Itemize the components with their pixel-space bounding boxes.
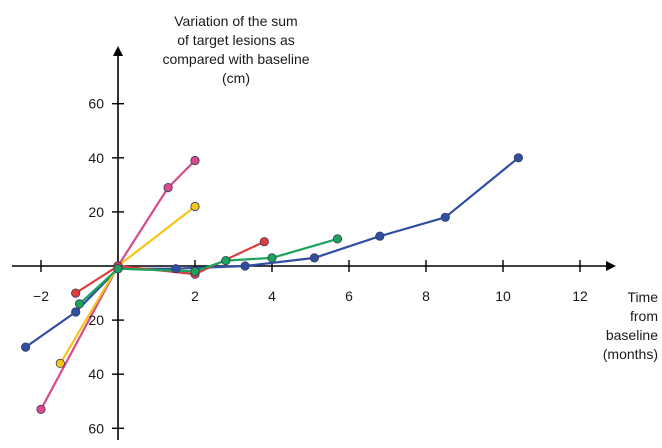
data-point xyxy=(309,253,319,263)
y-tick-label: 40 xyxy=(88,150,104,166)
x-tick-label: −2 xyxy=(33,288,49,304)
series-line xyxy=(78,237,339,305)
data-point xyxy=(259,237,269,247)
data-point xyxy=(74,299,85,309)
x-tick-label: 2 xyxy=(191,288,199,304)
labels-layer: −2 2 4 6 8 10 12 60 40 20 20 40 60 Variation of the s… xyxy=(33,13,658,436)
data-point xyxy=(163,183,173,193)
data-point xyxy=(190,155,200,166)
x-tick-label: 4 xyxy=(268,288,276,304)
data-point xyxy=(332,234,343,244)
axes xyxy=(12,46,616,440)
y-tick-label: 60 xyxy=(88,420,104,436)
data-point xyxy=(71,288,81,298)
x-tick-label: 8 xyxy=(422,288,430,304)
data-point xyxy=(440,212,450,222)
data-point xyxy=(190,201,200,212)
data-point xyxy=(36,404,46,414)
data-point xyxy=(240,261,250,271)
y-tick-label: 20 xyxy=(88,204,104,220)
y-tick-label: 40 xyxy=(88,366,104,382)
series-line xyxy=(39,159,197,411)
x-tick-label: 6 xyxy=(345,288,353,304)
data-point xyxy=(21,342,31,352)
x-axis-label: Time from baseline (months) xyxy=(603,289,658,362)
data-point xyxy=(375,231,385,241)
data-point xyxy=(221,255,231,266)
series-layer xyxy=(21,153,524,414)
data-point xyxy=(267,253,277,263)
data-point xyxy=(113,264,123,274)
y-tick-label: 20 xyxy=(88,312,104,328)
data-point xyxy=(171,264,181,274)
data-point xyxy=(55,358,65,368)
data-point xyxy=(71,307,81,317)
series-line xyxy=(59,205,197,365)
data-point xyxy=(513,153,524,163)
y-tick-label: 60 xyxy=(88,96,104,112)
data-point xyxy=(190,266,200,276)
x-tick-label: 12 xyxy=(572,288,588,304)
y-axis-label: Variation of the sum of target lesions as… xyxy=(162,13,309,86)
x-tick-label: 10 xyxy=(495,288,511,304)
